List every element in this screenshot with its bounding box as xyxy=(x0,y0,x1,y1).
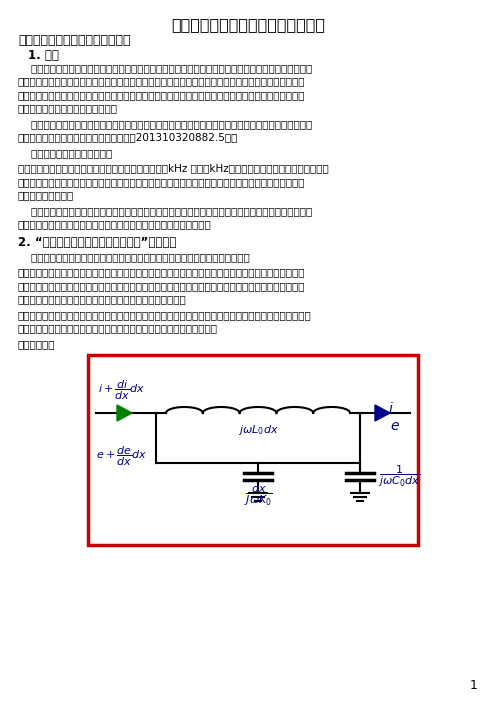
Text: 大量故障统计表明，变压器故障中绵缘故障占有较高的比重。发生绵缘故障的原因主要是绵缘薄弱处的: 大量故障统计表明，变压器故障中绵缘故障占有较高的比重。发生绵缘故障的原因主要是绵… xyxy=(18,63,312,73)
Text: 系统获得成功，并获得专利授权（专利号：201310320882.5）。: 系统获得成功，并获得专利授权（专利号：201310320882.5）。 xyxy=(18,133,239,143)
Text: 由武汉利捷电子技术有限责任公司研制的变压器局部放电电气定位装置及变压器局部放电在线监测定位: 由武汉利捷电子技术有限责任公司研制的变压器局部放电电气定位装置及变压器局部放电在… xyxy=(18,119,312,129)
Text: 产生铁磁作用（集肤效应、溅流），产生附加的电感及电阔。: 产生铁磁作用（集肤效应、溅流），产生附加的电感及电阔。 xyxy=(18,295,187,305)
Text: $i$: $i$ xyxy=(388,401,394,416)
Text: 如下图所示：: 如下图所示： xyxy=(18,339,56,349)
Text: $e + \dfrac{de}{dx}dx$: $e + \dfrac{de}{dx}dx$ xyxy=(96,445,147,468)
Text: $e$: $e$ xyxy=(390,419,400,433)
Text: 但我们对变压器绕组内部的电磁波传播规律进行的研究表明，使用特殊方法，此频段的干扰可以有效排: 但我们对变压器绕组内部的电磁波传播规律进行的研究表明，使用特殊方法，此频段的干扰… xyxy=(18,206,312,216)
Text: 它是基于下列原理：变压器在不同频率电压作用下其显示的阻抗特性是不同的。: 它是基于下列原理：变压器在不同频率电压作用下其显示的阻抗特性是不同的。 xyxy=(18,252,250,262)
Text: 除；在有效排除干扰后，变压器局部放电监测和定位变得清晰、容易。: 除；在有效排除干扰后，变压器局部放电监测和定位变得清晰、容易。 xyxy=(18,220,212,230)
Text: 局部放电引起的绵缘老化和失效，并最终导致绵缘击穿。局部放电检测能够提前反映变压器的绵缘状况，: 局部放电引起的绵缘老化和失效，并最终导致绵缘击穿。局部放电检测能够提前反映变压器… xyxy=(18,77,306,86)
Text: 一、变压器局部放电电气定位原理: 一、变压器局部放电电气定位原理 xyxy=(18,34,130,47)
Text: $i + \dfrac{di}{dx}dx$: $i + \dfrac{di}{dx}dx$ xyxy=(98,379,145,402)
Bar xyxy=(88,355,418,545)
Text: 发现变压器内部的绵缘缺陷，从而预防潜伏性和突发性事故的发生。准确地对变压器局部放电检测和定位: 发现变压器内部的绵缘缺陷，从而预防潜伏性和突发性事故的发生。准确地对变压器局部放… xyxy=(18,90,306,100)
Text: $\dfrac{1}{j\omega C_0 dx}$: $\dfrac{1}{j\omega C_0 dx}$ xyxy=(378,463,421,489)
Text: 都不喜欢这个频段。: 都不喜欢这个频段。 xyxy=(18,190,74,201)
Text: 1: 1 xyxy=(470,679,478,692)
Text: 放电时脉冲电流的主频段（亦即信号最强的频段）。但此频段通常干扰大，且难以排除干扰，多数研究者: 放电时脉冲电流的主频段（亦即信号最强的频段）。但此频段通常干扰大，且难以排除干扰… xyxy=(18,177,306,187)
Polygon shape xyxy=(117,405,132,421)
Text: 常用的变压器等値电路，只考虑高压绕组的电感和电容即匹间电容、饼间、层间电容的电容（称串联电容）: 常用的变压器等値电路，只考虑高压绕组的电感和电容即匹间电容、饼间、层间电容的电容… xyxy=(18,310,312,320)
Polygon shape xyxy=(375,405,390,421)
Text: $\dfrac{dx}{J\omega K_0}$: $\dfrac{dx}{J\omega K_0}$ xyxy=(244,483,272,508)
Text: 也是实现状态维修的重要前提之一。: 也是实现状态维修的重要前提之一。 xyxy=(18,103,118,114)
Text: 2. “电力变压器局部放电电气定位法”原理研究: 2. “电力变压器局部放电电气定位法”原理研究 xyxy=(18,236,177,249)
Text: 1. 概述: 1. 概述 xyxy=(28,49,59,62)
Text: 它属于脉冲电流法，检测脉冲电流信号的频率范围由数kHz 至数發kHz频谱部分，此频段是变压器发生局部: 它属于脉冲电流法，检测脉冲电流信号的频率范围由数kHz 至数發kHz频谱部分，此… xyxy=(18,164,329,173)
Text: 变压器局部放电定位技术研究和应用: 变压器局部放电定位技术研究和应用 xyxy=(171,17,325,32)
Text: 击电压作用时，则必须考虑绕组间的电容及绕组对地电容的影响。当频率进一步提高，则在铁芯、铁壳会: 击电压作用时，则必须考虑绕组间的电容及绕组对地电容的影响。当频率进一步提高，则在… xyxy=(18,281,306,291)
Text: $j\omega L_0 dx$: $j\omega L_0 dx$ xyxy=(238,423,278,437)
Text: 它的成功缘于下列专有技术：: 它的成功缘于下列专有技术： xyxy=(18,148,112,158)
Text: 变压器绕组在工频电压作用下的等値电路，可用线圈的电感和电阔代替，可不计电容的影响。当高频或充: 变压器绕组在工频电压作用下的等値电路，可用线圈的电感和电阔代替，可不计电容的影响… xyxy=(18,267,306,277)
Text: 和绕组对地电容（称并联电容），忽略低压绕组互感作用，铁磁作用等。: 和绕组对地电容（称并联电容），忽略低压绕组互感作用，铁磁作用等。 xyxy=(18,324,218,333)
